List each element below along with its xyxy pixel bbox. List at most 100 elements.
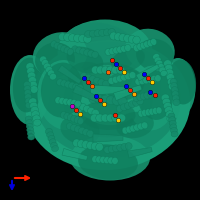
Ellipse shape [83, 129, 90, 136]
Point [146, 76, 150, 80]
Ellipse shape [98, 79, 105, 86]
Ellipse shape [49, 139, 56, 145]
Ellipse shape [67, 99, 73, 106]
Ellipse shape [101, 114, 110, 122]
Ellipse shape [78, 35, 86, 43]
Ellipse shape [166, 69, 174, 76]
Ellipse shape [165, 107, 173, 114]
Ellipse shape [145, 109, 151, 116]
Ellipse shape [116, 66, 124, 74]
Ellipse shape [67, 48, 73, 55]
Ellipse shape [24, 81, 31, 88]
Ellipse shape [172, 91, 179, 97]
Ellipse shape [30, 86, 38, 93]
Ellipse shape [93, 77, 101, 84]
Ellipse shape [29, 81, 37, 89]
Ellipse shape [147, 91, 153, 98]
Ellipse shape [26, 123, 33, 129]
Point [82, 76, 86, 80]
Ellipse shape [104, 157, 110, 164]
Ellipse shape [171, 82, 178, 89]
Ellipse shape [125, 143, 132, 150]
Ellipse shape [28, 77, 36, 84]
Ellipse shape [82, 141, 89, 149]
Ellipse shape [125, 73, 132, 80]
Ellipse shape [137, 98, 144, 105]
Ellipse shape [108, 77, 115, 84]
Ellipse shape [33, 119, 41, 126]
Ellipse shape [140, 42, 146, 49]
Ellipse shape [166, 111, 174, 118]
Point [116, 118, 120, 122]
Ellipse shape [25, 98, 32, 105]
Ellipse shape [129, 101, 136, 108]
Ellipse shape [143, 77, 149, 84]
Ellipse shape [112, 96, 121, 105]
Ellipse shape [102, 80, 110, 88]
Ellipse shape [25, 94, 32, 100]
Point [102, 102, 106, 106]
Ellipse shape [95, 95, 104, 104]
Ellipse shape [79, 127, 86, 134]
Point [113, 113, 117, 117]
Ellipse shape [103, 29, 111, 36]
Ellipse shape [134, 124, 140, 131]
Ellipse shape [125, 29, 175, 71]
Ellipse shape [26, 120, 33, 125]
Ellipse shape [167, 115, 175, 122]
Polygon shape [128, 147, 152, 158]
Ellipse shape [141, 122, 148, 129]
Ellipse shape [173, 99, 180, 106]
Ellipse shape [160, 58, 196, 118]
Ellipse shape [172, 95, 179, 102]
Point [142, 72, 146, 76]
Ellipse shape [153, 54, 160, 60]
Ellipse shape [154, 57, 161, 63]
Ellipse shape [75, 100, 81, 107]
Ellipse shape [164, 60, 172, 67]
Ellipse shape [137, 43, 143, 50]
Ellipse shape [151, 75, 157, 82]
Ellipse shape [99, 29, 106, 36]
Ellipse shape [70, 136, 150, 180]
Ellipse shape [33, 32, 87, 78]
Ellipse shape [52, 146, 59, 152]
Ellipse shape [87, 130, 94, 137]
Ellipse shape [119, 34, 126, 42]
Ellipse shape [84, 49, 90, 56]
Ellipse shape [157, 64, 164, 70]
Ellipse shape [80, 100, 136, 130]
Ellipse shape [114, 33, 122, 41]
Ellipse shape [167, 78, 175, 86]
Ellipse shape [138, 123, 144, 130]
Ellipse shape [87, 141, 94, 149]
Ellipse shape [170, 78, 177, 85]
Ellipse shape [159, 67, 166, 73]
Ellipse shape [74, 116, 80, 123]
Ellipse shape [48, 70, 54, 76]
Ellipse shape [13, 58, 43, 112]
Ellipse shape [63, 23, 137, 73]
Ellipse shape [156, 60, 163, 66]
Ellipse shape [166, 74, 174, 81]
Ellipse shape [105, 49, 111, 56]
Ellipse shape [28, 134, 35, 140]
Point [70, 104, 74, 108]
Polygon shape [73, 85, 103, 104]
Ellipse shape [73, 139, 80, 147]
Ellipse shape [73, 34, 81, 42]
Ellipse shape [117, 46, 123, 53]
Ellipse shape [61, 45, 67, 52]
Ellipse shape [70, 124, 77, 131]
Ellipse shape [168, 113, 175, 119]
Ellipse shape [64, 113, 70, 120]
Ellipse shape [57, 79, 63, 86]
Ellipse shape [110, 32, 117, 40]
Ellipse shape [96, 156, 102, 163]
Ellipse shape [27, 131, 34, 136]
Ellipse shape [106, 114, 115, 122]
Ellipse shape [112, 76, 119, 83]
Ellipse shape [112, 66, 120, 74]
Ellipse shape [26, 40, 190, 170]
Ellipse shape [117, 114, 126, 122]
